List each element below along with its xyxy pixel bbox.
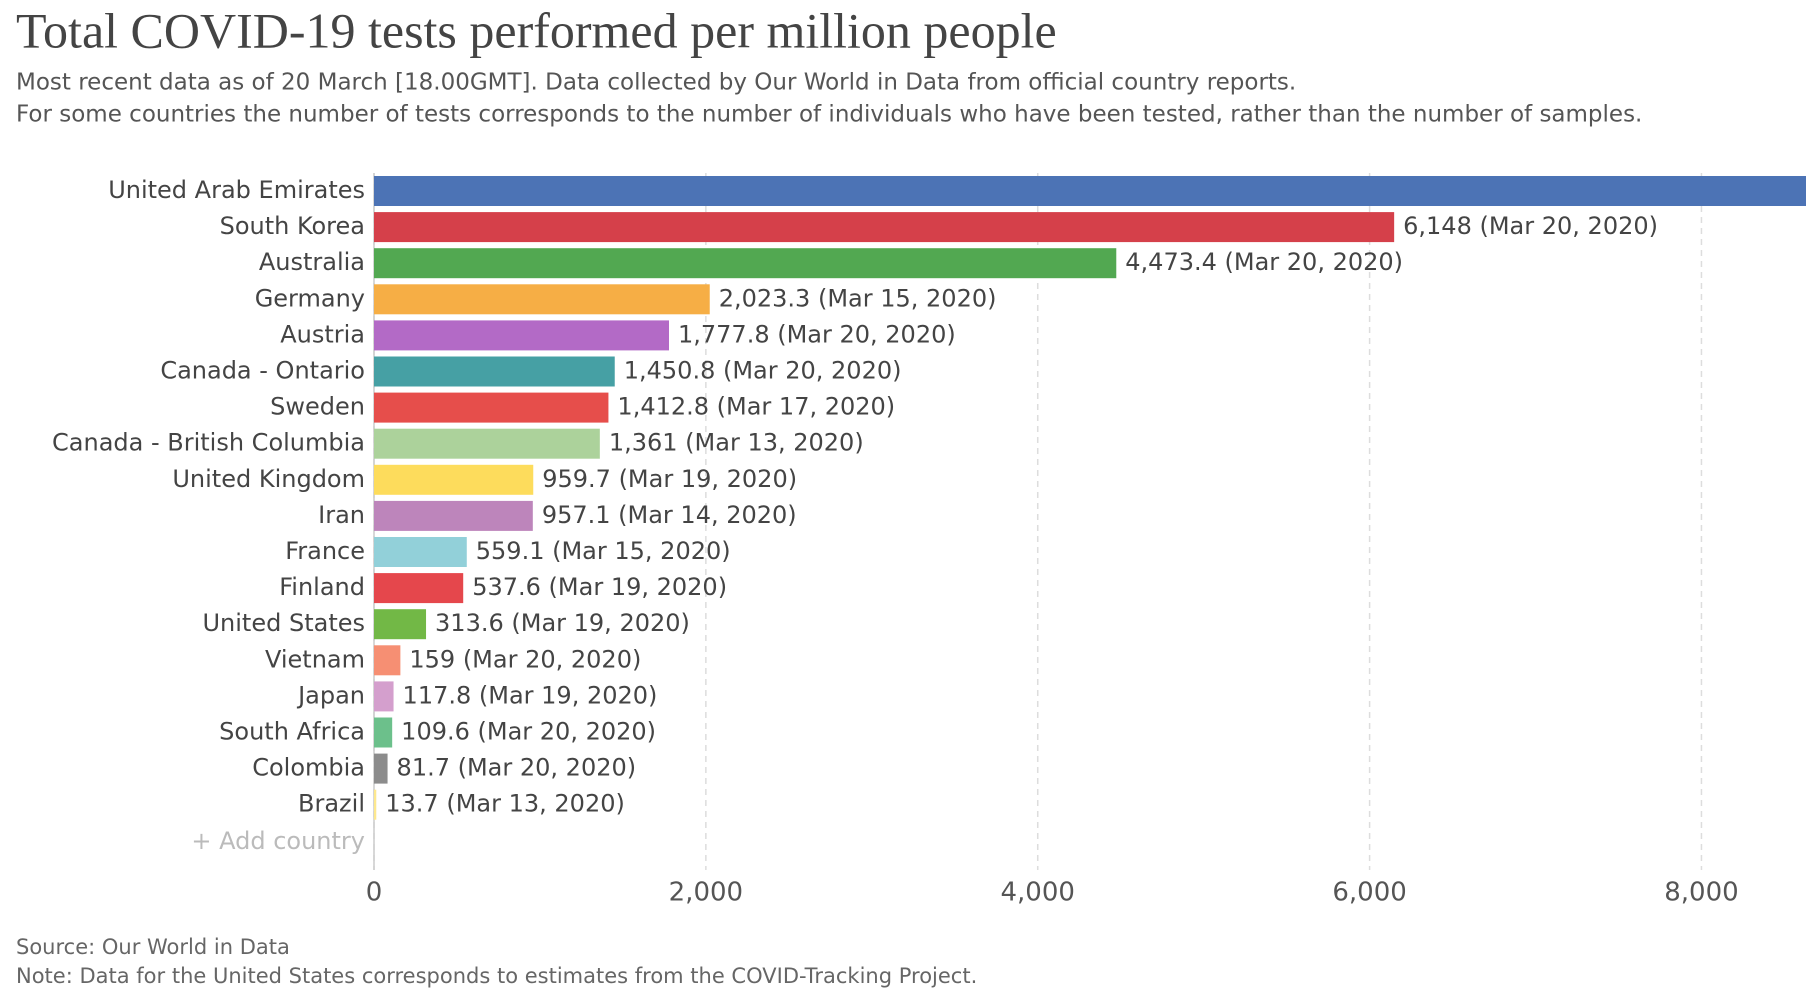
x-tick-label: 8,000 [1664, 878, 1738, 908]
category-label: United Arab Emirates [108, 176, 365, 204]
bar [374, 212, 1395, 243]
bar [374, 753, 388, 784]
value-label: 537.6 (Mar 19, 2020) [472, 573, 727, 601]
category-label: Brazil [298, 790, 365, 818]
bar [374, 681, 394, 712]
category-label: Germany [255, 284, 365, 312]
value-label: 1,412.8 (Mar 17, 2020) [617, 393, 895, 421]
bar [374, 609, 427, 640]
category-label: Japan [296, 681, 365, 709]
value-label: 959.7 (Mar 19, 2020) [542, 465, 797, 493]
x-tick-label: 4,000 [1001, 878, 1075, 908]
category-label: Canada - British Columbia [52, 429, 365, 457]
value-label: 6,148 (Mar 20, 2020) [1403, 212, 1658, 240]
bar [374, 789, 377, 820]
category-label: Finland [279, 573, 365, 601]
bar [374, 320, 669, 351]
value-label: 559.1 (Mar 15, 2020) [476, 537, 731, 565]
note: Note: Data for the United States corresp… [16, 964, 977, 988]
value-label: 313.6 (Mar 19, 2020) [435, 609, 690, 637]
category-label: South Korea [220, 212, 365, 240]
value-label: 1,361 (Mar 13, 2020) [609, 429, 864, 457]
x-tick-label: 0 [366, 878, 383, 908]
bar [374, 717, 393, 748]
value-label: 1,450.8 (Mar 20, 2020) [624, 357, 902, 385]
bar [374, 573, 464, 604]
category-label: Vietnam [265, 645, 365, 673]
x-tick-label: 6,000 [1332, 878, 1406, 908]
value-label: 2,023.3 (Mar 15, 2020) [719, 284, 997, 312]
category-label: United States [202, 609, 365, 637]
bar [374, 356, 615, 387]
x-tick-label: 2,000 [669, 878, 743, 908]
category-label: Colombia [252, 754, 365, 782]
category-label: France [285, 537, 365, 565]
bar [374, 645, 401, 676]
bar [374, 464, 534, 495]
category-label: Canada - Ontario [160, 357, 365, 385]
bar [374, 500, 533, 531]
bar [374, 537, 467, 567]
bar [374, 176, 1806, 206]
value-label: 957.1 (Mar 14, 2020) [542, 501, 797, 529]
bar [374, 284, 710, 315]
source: Source: Our World in Data [16, 935, 290, 959]
category-label: South Africa [219, 718, 365, 746]
bar [374, 392, 609, 423]
category-label: United Kingdom [172, 465, 365, 493]
category-label: Austria [280, 320, 365, 348]
value-label: 81.7 (Mar 20, 2020) [397, 754, 637, 782]
value-label: 109.6 (Mar 20, 2020) [401, 718, 656, 746]
add-country-button[interactable]: + Add country [191, 827, 365, 855]
value-label: 1,777.8 (Mar 20, 2020) [678, 320, 956, 348]
category-label: Sweden [270, 393, 365, 421]
chart-title: Total COVID-19 tests performed per milli… [16, 2, 1057, 58]
value-label: 117.8 (Mar 19, 2020) [403, 681, 658, 709]
bar [374, 428, 600, 459]
subtitle: For some countries the number of tests c… [16, 102, 1642, 128]
category-label: Australia [259, 248, 365, 276]
value-label: 159 (Mar 20, 2020) [409, 645, 641, 673]
value-label: 13.7 (Mar 13, 2020) [385, 790, 625, 818]
subtitle: Most recent data as of 20 March [18.00GM… [16, 70, 1296, 96]
bar [374, 248, 1117, 279]
category-label: Iran [318, 501, 365, 529]
value-label: 4,473.4 (Mar 20, 2020) [1125, 248, 1403, 276]
